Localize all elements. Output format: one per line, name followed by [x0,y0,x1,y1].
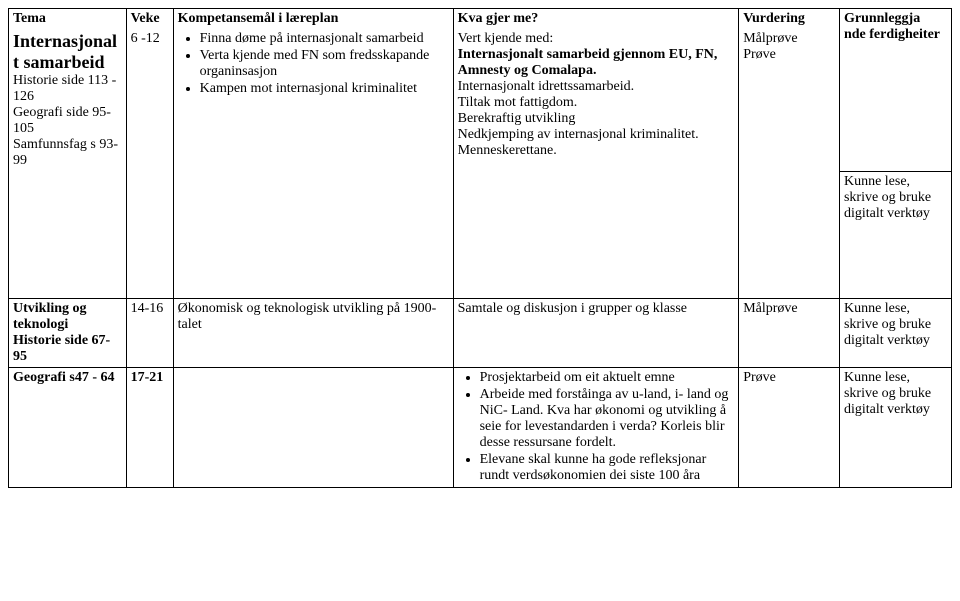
cell-tema: Utvikling og teknologi Historie side 67-… [9,298,127,367]
list-item: Finna døme på internasjonalt samarbeid [200,31,449,47]
spacer-row [9,224,952,299]
table-row-continue: Kunne lese, skrive og bruke digitalt ver… [9,171,952,224]
cell-grunn: Kunne lese, skrive og bruke digitalt ver… [839,367,951,487]
cell-tema: Geografi s47 - 64 [9,367,127,487]
cell-komp [173,367,453,487]
table-header-row: Tema Veke Kompetansemål i læreplan Kva g… [9,9,952,30]
komp-list: Finna døme på internasjonalt samarbeid V… [178,31,449,97]
cell-veke: 14-16 [126,298,173,367]
table-row: Internasjonalt samarbeid Historie side 1… [9,29,952,171]
cell-vurd: Prøve [739,367,840,487]
cell-komp: Finna døme på internasjonalt samarbeid V… [173,29,453,171]
cell-vurd: Målprøve Prøve [739,29,840,171]
list-item: Arbeide med forståinga av u-land, i- lan… [480,387,735,451]
kva-rest: Internasjonalt idrettssamarbeid. Tiltak … [458,79,699,158]
kva-bold: Internasjonalt samarbeid gjennom EU, FN,… [458,47,718,78]
list-item: Prosjektarbeid om eit aktuelt emne [480,370,735,386]
cell-veke: 17-21 [126,367,173,487]
cell-vurd: Målprøve [739,298,840,367]
header-kva: Kva gjer me? [453,9,739,30]
tema-title: Utvikling og teknologi [13,301,87,332]
tema-sub: Historie side 113 - 126 Geografi side 95… [13,73,118,168]
cell-kva: Samtale og diskusjon i grupper og klasse [453,298,739,367]
cell-kva: Vert kjende med: Internasjonalt samarbei… [453,29,739,171]
list-item: Verta kjende med FN som fredsskapande or… [200,48,449,80]
tema-title: Internasjonalt samarbeid [13,31,117,72]
header-tema: Tema [9,9,127,30]
cell-veke: 6 -12 [126,29,173,171]
cell-kva: Prosjektarbeid om eit aktuelt emne Arbei… [453,367,739,487]
header-grunn: Grunnleggja nde ferdigheiter [839,9,951,172]
header-komp: Kompetansemål i læreplan [173,9,453,30]
table-row: Utvikling og teknologi Historie side 67-… [9,298,952,367]
header-vurd: Vurdering [739,9,840,30]
kva-lead: Vert kjende med: [458,31,554,46]
list-item: Kampen mot internasjonal kriminalitet [200,81,449,97]
cell-komp: Økonomisk og teknologisk utvikling på 19… [173,298,453,367]
header-veke: Veke [126,9,173,30]
kva-list: Prosjektarbeid om eit aktuelt emne Arbei… [458,370,735,484]
list-item: Elevane skal kunne ha gode refleksjonar … [480,452,735,484]
cell-tema: Internasjonalt samarbeid Historie side 1… [9,29,127,171]
tema-sub: Historie side 67-95 [13,333,110,364]
curriculum-table: Tema Veke Kompetansemål i læreplan Kva g… [8,8,952,488]
table-row: Geografi s47 - 64 17-21 Prosjektarbeid o… [9,367,952,487]
cell-grunn: Kunne lese, skrive og bruke digitalt ver… [839,171,951,224]
cell-grunn: Kunne lese, skrive og bruke digitalt ver… [839,298,951,367]
